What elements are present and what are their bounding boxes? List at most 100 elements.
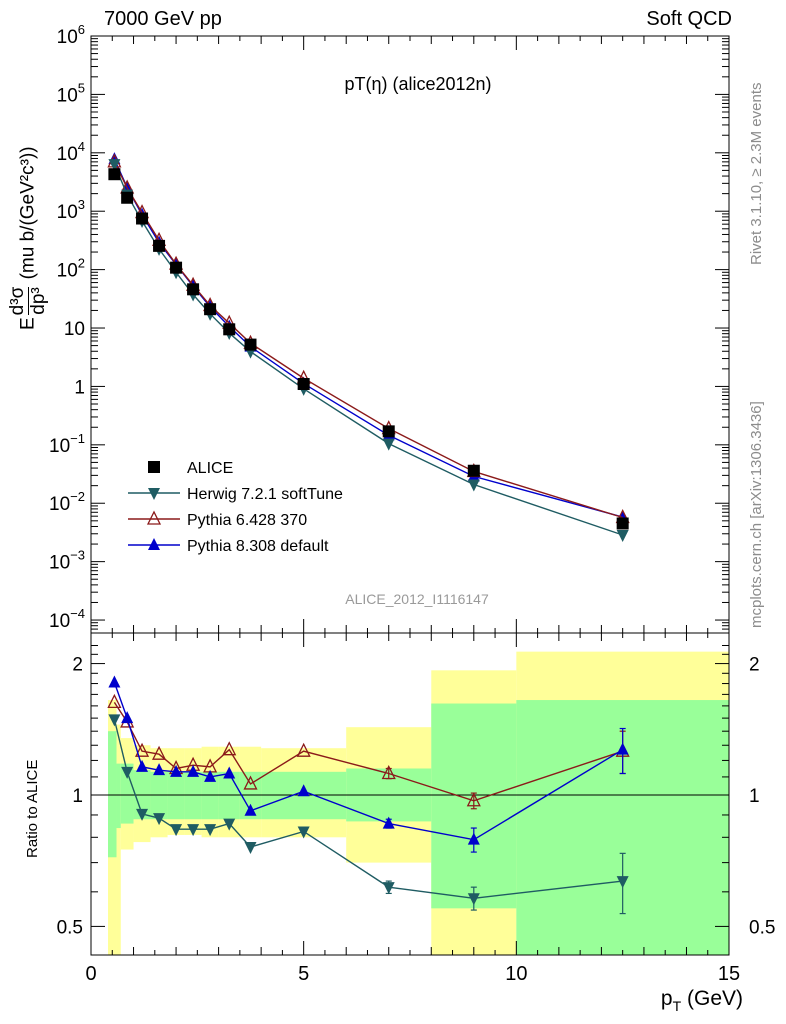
legend-marker bbox=[148, 461, 160, 473]
ratio-y-axis-label: Ratio to ALICE bbox=[24, 759, 41, 858]
ratio-point bbox=[108, 675, 121, 688]
legend: ALICE Herwig 7.2.1 softTune Pythia 6.428 3… bbox=[128, 460, 343, 555]
data-point bbox=[467, 464, 480, 477]
legend-label: Herwig 7.2.1 softTune bbox=[187, 486, 343, 503]
data-point bbox=[121, 191, 134, 204]
y-tick-label: 10 bbox=[64, 319, 85, 340]
data-point bbox=[187, 283, 200, 296]
ratio-point bbox=[244, 842, 257, 855]
ratio-point bbox=[382, 882, 395, 895]
y-tick-label: 10−3 bbox=[49, 548, 85, 574]
ratio-point bbox=[121, 766, 134, 779]
y-tick-label: 10−2 bbox=[49, 489, 85, 515]
ratio-point bbox=[297, 826, 310, 839]
ratio-point bbox=[136, 759, 149, 772]
ratio-y-tick-label-right: 2 bbox=[749, 655, 760, 676]
rivet-version-label: Rivet 3.1.10, ≥ 2.3M events bbox=[748, 82, 765, 266]
y-tick-label: 105 bbox=[57, 80, 85, 106]
legend-label: ALICE bbox=[187, 460, 233, 477]
ratio-point bbox=[187, 764, 200, 777]
series-alice bbox=[108, 168, 629, 530]
y-tick-label: 104 bbox=[57, 139, 85, 165]
data-point bbox=[170, 261, 183, 274]
ratio-point bbox=[382, 816, 395, 829]
mcplots-credit-label: mcplots.cern.ch [arXiv:1306.3436] bbox=[748, 401, 765, 628]
band-green bbox=[184, 771, 202, 820]
analysis-watermark: ALICE_2012_I1116147 bbox=[345, 591, 489, 607]
legend-item: Pythia 8.308 default bbox=[128, 538, 329, 555]
data-point bbox=[108, 159, 121, 172]
y-label-units: (mu b/(GeV²c³)) bbox=[17, 146, 39, 280]
ratio-point bbox=[296, 742, 311, 757]
ratio-point bbox=[153, 813, 166, 826]
data-point bbox=[297, 378, 310, 391]
x-axis-title: pT (GeV) bbox=[661, 987, 743, 1014]
x-axis-label: pT (GeV) bbox=[661, 987, 743, 1014]
header-category-label: Soft QCD bbox=[646, 8, 732, 30]
legend-item: Herwig 7.2.1 softTune bbox=[128, 486, 343, 503]
ratio-point bbox=[134, 742, 150, 757]
band-green bbox=[150, 771, 168, 820]
legend-item: Pythia 6.428 370 bbox=[128, 510, 307, 529]
ratio-point bbox=[152, 745, 167, 760]
ratio-point bbox=[381, 765, 396, 780]
ratio-point bbox=[121, 711, 134, 724]
data-point bbox=[616, 529, 629, 542]
band-green bbox=[116, 763, 121, 829]
ratio-series bbox=[107, 675, 630, 915]
ratio-y-tick-label: 0.5 bbox=[57, 917, 83, 938]
ratio-y-tick-label: 1 bbox=[72, 786, 83, 807]
ratio-point bbox=[297, 784, 310, 797]
band-green bbox=[218, 771, 240, 820]
x-tick-label: 0 bbox=[85, 963, 96, 985]
data-point bbox=[616, 517, 629, 530]
ratio-point bbox=[466, 792, 481, 807]
y-label-numerator: d³σ bbox=[7, 286, 29, 316]
ratio-point bbox=[107, 693, 122, 709]
chart-title: pT(η) (alice2012n) bbox=[344, 74, 491, 94]
y-label-e: E bbox=[17, 317, 39, 330]
legend-label: Pythia 8.308 default bbox=[187, 538, 329, 555]
ratio-point bbox=[170, 764, 183, 777]
ratio-point bbox=[187, 824, 200, 837]
ratio-point bbox=[223, 766, 236, 779]
main-series bbox=[107, 152, 630, 542]
x-tick-label: 5 bbox=[298, 963, 309, 985]
data-point bbox=[223, 323, 236, 336]
x-tick-label: 15 bbox=[718, 963, 740, 985]
legend-marker bbox=[148, 538, 160, 550]
data-point bbox=[382, 425, 395, 438]
y-tick-label: 106 bbox=[57, 22, 85, 48]
data-point bbox=[204, 303, 217, 316]
ratio-point bbox=[244, 803, 257, 816]
ratio-series-pythia-8-308-default bbox=[108, 675, 629, 853]
series-line bbox=[113, 163, 623, 536]
band-green bbox=[239, 771, 262, 820]
band-green bbox=[120, 763, 134, 824]
data-point bbox=[244, 338, 257, 351]
y-tick-label: 103 bbox=[57, 197, 85, 223]
ratio-point bbox=[223, 818, 236, 831]
ratio-uncertainty-bands bbox=[108, 651, 729, 955]
data-point bbox=[108, 168, 121, 181]
y-tick-label: 102 bbox=[57, 256, 85, 282]
data-point bbox=[153, 239, 166, 252]
band-green bbox=[167, 771, 185, 820]
y-tick-label: 10−4 bbox=[49, 606, 85, 632]
ratio-y-tick-label: 2 bbox=[72, 655, 83, 676]
ratio-point bbox=[222, 741, 237, 756]
ratio-point bbox=[467, 893, 480, 906]
ratio-y-tick-label-right: 1 bbox=[749, 786, 760, 807]
ratio-point bbox=[108, 714, 121, 727]
ratio-y-tick-label-right: 0.5 bbox=[749, 917, 775, 938]
ratio-axes: 0 5 10 15 0.5 0.5 1 1 2 2 bbox=[57, 632, 775, 985]
band-green bbox=[201, 771, 219, 820]
data-point bbox=[467, 479, 480, 492]
ratio-point bbox=[170, 824, 183, 837]
legend-item: ALICE bbox=[148, 460, 233, 477]
band-yellow bbox=[116, 724, 121, 955]
legend-marker bbox=[148, 488, 160, 500]
